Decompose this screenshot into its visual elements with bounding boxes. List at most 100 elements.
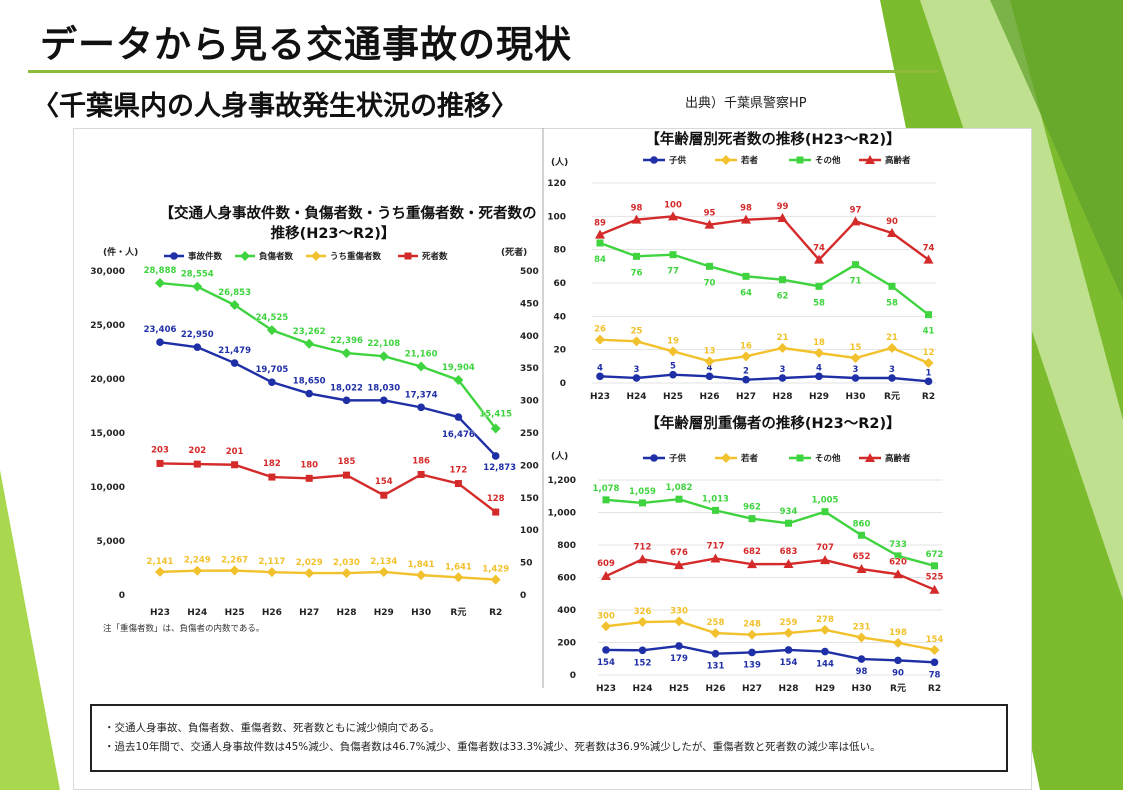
- right-y-tick-2: 800: [557, 541, 576, 551]
- data-label-1: 28,888: [144, 266, 177, 276]
- data-label-1-3: 99: [777, 202, 789, 212]
- legend-label-2-1: 若者: [740, 453, 759, 464]
- data-point-1-1: [887, 343, 897, 353]
- data-point-1-1: [923, 358, 934, 368]
- data-label-2-0: 179: [670, 654, 688, 664]
- series-line-2-2: [605, 497, 935, 567]
- right-y-tick: 250: [520, 429, 539, 439]
- data-label-1-3: 98: [740, 204, 752, 214]
- right-y-tick: 200: [520, 461, 539, 471]
- left-x-tick: H30: [411, 608, 431, 618]
- data-label-1-0: 4: [707, 363, 713, 373]
- data-label-1: 28,554: [181, 270, 214, 280]
- data-label-3: 128: [487, 494, 505, 504]
- data-label-0: 18,022: [330, 383, 363, 393]
- data-label-3: 185: [338, 457, 356, 467]
- data-point-2-3: [783, 559, 794, 569]
- data-label-0: 21,479: [218, 346, 251, 356]
- legend-label-1-1: 若者: [740, 155, 759, 166]
- data-label-3: 180: [300, 460, 318, 470]
- data-label-1-2: 58: [886, 298, 898, 308]
- series-line-1-0: [599, 373, 929, 383]
- right-y-tick: 450: [520, 299, 539, 309]
- right-x-tick-2: H24: [632, 684, 652, 694]
- data-label-1-1: 21: [886, 333, 898, 343]
- data-label-2-3: 676: [670, 548, 688, 558]
- legend-marker-1: [240, 251, 250, 261]
- data-point-0: [491, 452, 500, 460]
- legend-marker-2-3: [865, 453, 875, 462]
- left-y-tick: 0: [119, 591, 125, 601]
- data-point-2-2: [785, 519, 792, 527]
- data-point-2: [266, 567, 277, 578]
- data-label-0: 19,705: [255, 365, 288, 375]
- data-label-1-3: 95: [704, 209, 716, 219]
- data-label-1: 22,108: [367, 339, 400, 349]
- data-point-2: [378, 566, 389, 577]
- left-y-tick: 15,000: [90, 429, 125, 439]
- data-point-1: [341, 348, 352, 359]
- left-x-tick: H29: [374, 608, 394, 618]
- data-label-2-1: 154: [926, 635, 944, 645]
- data-label-1-0: 3: [889, 365, 895, 375]
- left-x-tick: R元: [450, 607, 466, 618]
- legend-marker-2-1: [721, 453, 731, 463]
- data-label-2-3: 620: [889, 557, 907, 567]
- right-y-tick: 0: [520, 591, 526, 601]
- data-point-2-0: [857, 655, 866, 663]
- right-x-tick-1: H23: [590, 392, 610, 402]
- data-label-1-2: 76: [631, 268, 643, 278]
- series-line-2-0: [605, 644, 935, 664]
- data-point-2-0: [821, 647, 829, 656]
- data-label-2-3: 717: [707, 541, 725, 551]
- left-chart-title-line2: 推移(H23～R2)】: [271, 224, 396, 242]
- data-point-2-2: [931, 562, 938, 570]
- data-point-2: [304, 568, 315, 579]
- data-point-2-3: [856, 564, 867, 574]
- data-label-2: 2,141: [147, 557, 174, 567]
- left-x-tick: H27: [299, 608, 319, 618]
- data-label-2-2: 1,005: [812, 496, 839, 506]
- data-label-2: 1,841: [408, 560, 435, 570]
- data-point-2-3: [710, 553, 721, 563]
- data-point-2-0: [675, 642, 683, 650]
- data-label-2-2: 1,078: [593, 484, 620, 494]
- data-label-2-3: 707: [816, 543, 834, 553]
- data-label-0: 16,476: [442, 430, 475, 440]
- data-label-0: 23,406: [144, 325, 177, 335]
- data-label-1-3: 90: [886, 217, 898, 227]
- data-label-2: 2,117: [258, 557, 285, 567]
- series-line-2-3: [605, 557, 935, 591]
- right-y-tick: 100: [520, 526, 539, 536]
- data-label-2-3: 652: [853, 552, 871, 562]
- data-point-1-3: [704, 219, 715, 229]
- source-citation: 出典）千葉県警察HP: [685, 96, 807, 111]
- data-point-2-2: [602, 496, 610, 504]
- left-y-axis-label: (件・人): [103, 246, 138, 258]
- right-y-tick-1: 100: [547, 212, 566, 222]
- title-divider: [28, 70, 938, 73]
- data-label-1: 24,525: [255, 313, 288, 323]
- data-point-1-1: [631, 336, 642, 347]
- data-point-1-3: [741, 214, 751, 224]
- data-point-1-0: [924, 377, 933, 386]
- right-y-tick-1: 120: [547, 179, 566, 189]
- data-point-2-0: [602, 646, 610, 654]
- right-y-tick: 50: [520, 559, 533, 569]
- data-point-1-2: [779, 276, 786, 284]
- legend-label-2: うち重傷者数: [330, 251, 382, 262]
- data-point-1-3: [850, 216, 861, 226]
- data-label-0: 22,950: [181, 330, 214, 340]
- data-label-1-0: 2: [743, 367, 749, 377]
- data-label-2: 2,030: [333, 558, 360, 568]
- right-y-tick: 500: [520, 267, 539, 277]
- right-y-tick-2: 200: [557, 639, 576, 649]
- legend-marker-1-1: [721, 155, 731, 165]
- data-point-1-0: [596, 372, 604, 381]
- data-point-2-1: [601, 621, 611, 632]
- data-label-3: 154: [375, 477, 393, 487]
- series-line-3: [159, 462, 497, 514]
- legend-marker-0: [170, 252, 178, 260]
- data-label-2-0: 154: [597, 658, 615, 668]
- right-x-tick-2: R2: [928, 684, 941, 694]
